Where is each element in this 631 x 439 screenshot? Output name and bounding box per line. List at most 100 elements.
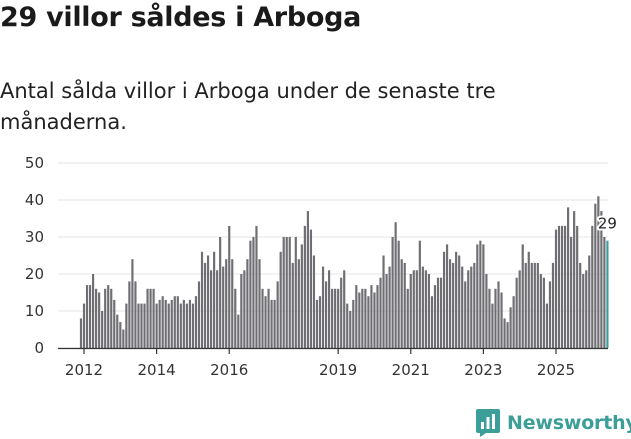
bar — [473, 262, 476, 348]
bar — [536, 262, 539, 348]
x-tick-label: 2016 — [210, 361, 248, 379]
y-tick-label: 30 — [25, 228, 44, 246]
bar — [349, 311, 352, 348]
bar — [231, 259, 234, 348]
bar — [603, 237, 606, 348]
bar — [524, 262, 527, 348]
bar — [539, 274, 542, 348]
bar — [461, 266, 464, 348]
bar — [452, 262, 455, 348]
bar — [125, 303, 128, 348]
bar — [600, 211, 603, 348]
bar — [219, 237, 222, 348]
bar — [582, 274, 585, 348]
bar — [530, 262, 533, 348]
bar — [542, 277, 545, 348]
bar — [294, 237, 297, 348]
bar — [209, 270, 213, 348]
bar — [179, 303, 182, 348]
bar — [334, 288, 337, 348]
bar — [246, 259, 249, 348]
bar — [482, 244, 485, 348]
bar — [234, 288, 237, 348]
bar — [560, 225, 564, 348]
bar — [312, 255, 316, 348]
bar — [527, 251, 530, 348]
bar — [101, 311, 104, 348]
bar — [143, 303, 146, 348]
bar — [200, 251, 204, 348]
bar — [164, 299, 167, 348]
bar — [222, 266, 225, 348]
bar — [203, 262, 207, 348]
bar — [88, 285, 92, 348]
x-tick-label: 2014 — [138, 361, 176, 379]
bar — [91, 274, 95, 348]
bar — [370, 285, 373, 348]
bar — [161, 296, 164, 348]
bar — [355, 285, 358, 348]
bar — [585, 270, 588, 348]
bar — [343, 270, 346, 348]
x-tick-label: 2025 — [537, 361, 575, 379]
bar — [134, 281, 137, 348]
bar — [191, 303, 195, 348]
bar — [597, 196, 600, 348]
chart-subtitle: Antal sålda villor i Arboga under de sen… — [0, 79, 496, 134]
bar — [306, 211, 309, 348]
bar — [485, 274, 488, 348]
bar — [327, 270, 331, 348]
bar — [225, 259, 228, 348]
bar — [554, 229, 558, 348]
x-tick-label: 2021 — [392, 361, 430, 379]
bar — [291, 262, 294, 348]
bar — [403, 262, 406, 348]
bar — [197, 281, 201, 348]
bar — [512, 296, 515, 348]
bar — [449, 259, 452, 348]
bar — [95, 288, 98, 348]
bar — [140, 303, 143, 348]
bar — [391, 237, 394, 348]
bar — [436, 277, 440, 348]
bar — [442, 251, 446, 348]
bar — [273, 299, 276, 348]
y-tick-label: 10 — [25, 302, 44, 320]
x-tick-label: 2012 — [65, 361, 103, 379]
bar — [458, 255, 461, 348]
bar — [321, 266, 325, 348]
bar — [237, 314, 240, 348]
bar — [427, 274, 431, 348]
bar — [470, 266, 473, 348]
data-label: 29 — [598, 215, 617, 233]
bar — [491, 303, 494, 348]
bar — [579, 262, 582, 348]
bar — [98, 292, 101, 348]
bar — [155, 303, 158, 348]
bar — [300, 244, 303, 348]
bar — [303, 225, 306, 348]
bar — [494, 288, 497, 348]
bar — [397, 240, 400, 348]
chart-title: 29 villor såldes i Arboga — [0, 2, 362, 33]
bar — [521, 244, 524, 348]
bar — [358, 292, 361, 348]
bar — [146, 288, 149, 348]
bar — [364, 288, 367, 348]
bar — [170, 299, 173, 348]
bar — [506, 322, 509, 348]
bar — [467, 270, 470, 348]
bar — [551, 262, 555, 348]
bar — [270, 299, 273, 348]
bar — [318, 296, 322, 348]
bar — [455, 251, 458, 348]
bar — [337, 288, 340, 348]
bar — [249, 240, 252, 348]
bar — [400, 259, 403, 348]
bar — [409, 274, 412, 348]
bar — [385, 274, 388, 348]
bar — [488, 288, 491, 348]
bar — [594, 203, 597, 348]
brand-name: Newsworthy — [507, 412, 631, 434]
bar — [500, 292, 503, 348]
